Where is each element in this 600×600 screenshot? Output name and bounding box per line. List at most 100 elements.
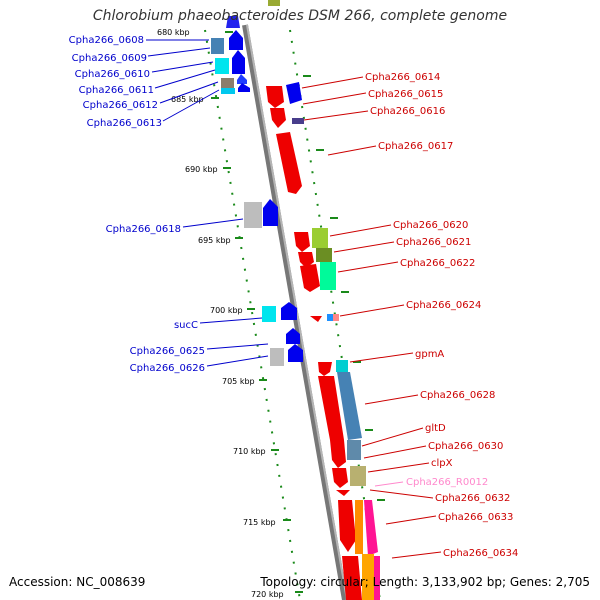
gene-label[interactable]: Cpha266_0614 [365,72,440,83]
gene-label[interactable]: Cpha266_0611 [79,85,154,96]
leader-line [182,218,244,228]
gene-arrow[interactable] [229,30,243,50]
gene-arrow[interactable] [337,372,362,440]
gene-arrow[interactable] [238,83,250,92]
gene-arrow[interactable] [333,314,339,321]
gene-label[interactable]: Cpha266_0609 [72,53,147,64]
gene-arrow[interactable] [300,264,320,292]
gene-arrow[interactable] [298,252,314,268]
leader-line [302,92,367,105]
gene-label[interactable]: Cpha266_0608 [69,35,144,46]
leader-line [162,89,220,122]
leader-line [367,462,430,473]
gene-arrow[interactable] [288,344,303,362]
gene-arrow[interactable] [211,38,224,54]
gene-label[interactable]: Cpha266_R0012 [406,477,488,488]
gene-arrow[interactable] [374,556,380,600]
gene-arrow[interactable] [270,348,284,366]
leader-line [329,224,392,237]
gene-arrow[interactable] [342,556,362,600]
gene-arrow[interactable] [310,316,322,322]
leader-line [391,551,442,559]
leader-line [364,394,419,405]
gene-arrow[interactable] [327,314,333,321]
gene-arrow[interactable] [362,554,374,600]
leader-line [337,261,399,273]
gene-arrow[interactable] [347,440,361,460]
gene-arrow[interactable] [294,232,310,252]
gene-label[interactable]: sucC [174,320,198,331]
gene-arrow[interactable] [232,50,245,74]
leader-line [151,61,214,73]
gene-arrow[interactable] [318,362,332,376]
leader-line [301,76,364,89]
leader-line [369,489,434,499]
gene-arrow[interactable] [312,228,328,248]
gene-arrow[interactable] [215,58,229,74]
gene-arrow[interactable] [330,440,346,468]
gene-arrow[interactable] [221,78,234,88]
gene-label[interactable]: Cpha266_0616 [370,106,445,117]
leader-line [159,81,219,104]
gene-label[interactable]: Cpha266_0630 [428,441,503,452]
gene-label[interactable]: Cpha266_0618 [106,224,181,235]
gene-label[interactable]: Cpha266_0628 [420,390,495,401]
gene-label[interactable]: Cpha266_0621 [396,237,471,248]
gene-arrow[interactable] [266,86,284,108]
gene-label[interactable]: gpmA [415,349,444,360]
gene-arrow[interactable] [364,500,378,556]
gene-label[interactable]: Cpha266_0612 [83,100,158,111]
gene-arrow[interactable] [355,500,363,554]
gene-arrow[interactable] [221,88,235,94]
gene-label[interactable]: Cpha266_0610 [75,69,150,80]
gene-label[interactable]: Cpha266_0613 [87,118,162,129]
tick-label: 705 kbp [222,377,255,386]
gene-arrow[interactable] [263,199,278,226]
leader-line [333,241,395,253]
genome-summary-text: Topology: circular; Length: 3,133,902 bp… [260,575,590,589]
gene-label[interactable]: Cpha266_0634 [443,548,518,559]
gene-label[interactable]: Cpha266_0625 [130,346,205,357]
gene-label[interactable]: Cpha266_0615 [368,89,443,100]
leader-line [361,427,424,447]
gene-arrow[interactable] [237,74,247,84]
gene-arrow[interactable] [286,328,300,344]
gene-arrow[interactable] [276,132,302,194]
tick-labels: 680 kbp 685 kbp 690 kbp 695 kbp 700 kbp … [157,28,284,599]
gene-arrow[interactable] [338,500,356,552]
gene-arrow[interactable] [316,248,332,262]
gene-label[interactable]: gltD [425,423,446,434]
gene-label[interactable]: Cpha266_0626 [130,363,205,374]
gene-label[interactable]: Cpha266_0624 [406,300,481,311]
gene-label[interactable]: Cpha266_0617 [378,141,453,152]
gene-arrow[interactable] [320,262,336,290]
gene-arrow[interactable] [336,360,348,372]
leader-line [374,481,404,487]
gene-arrow[interactable] [350,466,366,486]
gene-label[interactable]: clpX [431,458,453,469]
leader-line [206,343,269,350]
gene-label[interactable]: Cpha266_0622 [400,258,475,269]
gene-arrow[interactable] [244,202,262,228]
gene-labels-right: Cpha266_0614 Cpha266_0615 Cpha266_0616 C… [365,72,518,559]
gene-arrow[interactable] [226,16,240,28]
gene-arrow[interactable] [262,306,276,322]
gene-arrow[interactable] [286,82,302,104]
gene-arrow[interactable] [336,490,350,496]
leader-line [339,304,405,317]
tick-label: 680 kbp [157,28,190,37]
leader-line [206,355,269,367]
gene-arrow[interactable] [281,302,297,320]
gene-arrow[interactable] [270,108,286,128]
gene-features[interactable] [211,0,380,600]
leader-line [349,352,414,363]
gene-label[interactable]: Cpha266_0632 [435,493,510,504]
gene-arrow[interactable] [318,376,344,452]
gene-arrow[interactable] [332,468,348,488]
gene-arrow[interactable] [268,0,280,6]
gene-arrow[interactable] [292,118,304,124]
leader-lines-left [146,39,269,367]
gene-label[interactable]: Cpha266_0620 [393,220,468,231]
gene-label[interactable]: Cpha266_0633 [438,512,513,523]
